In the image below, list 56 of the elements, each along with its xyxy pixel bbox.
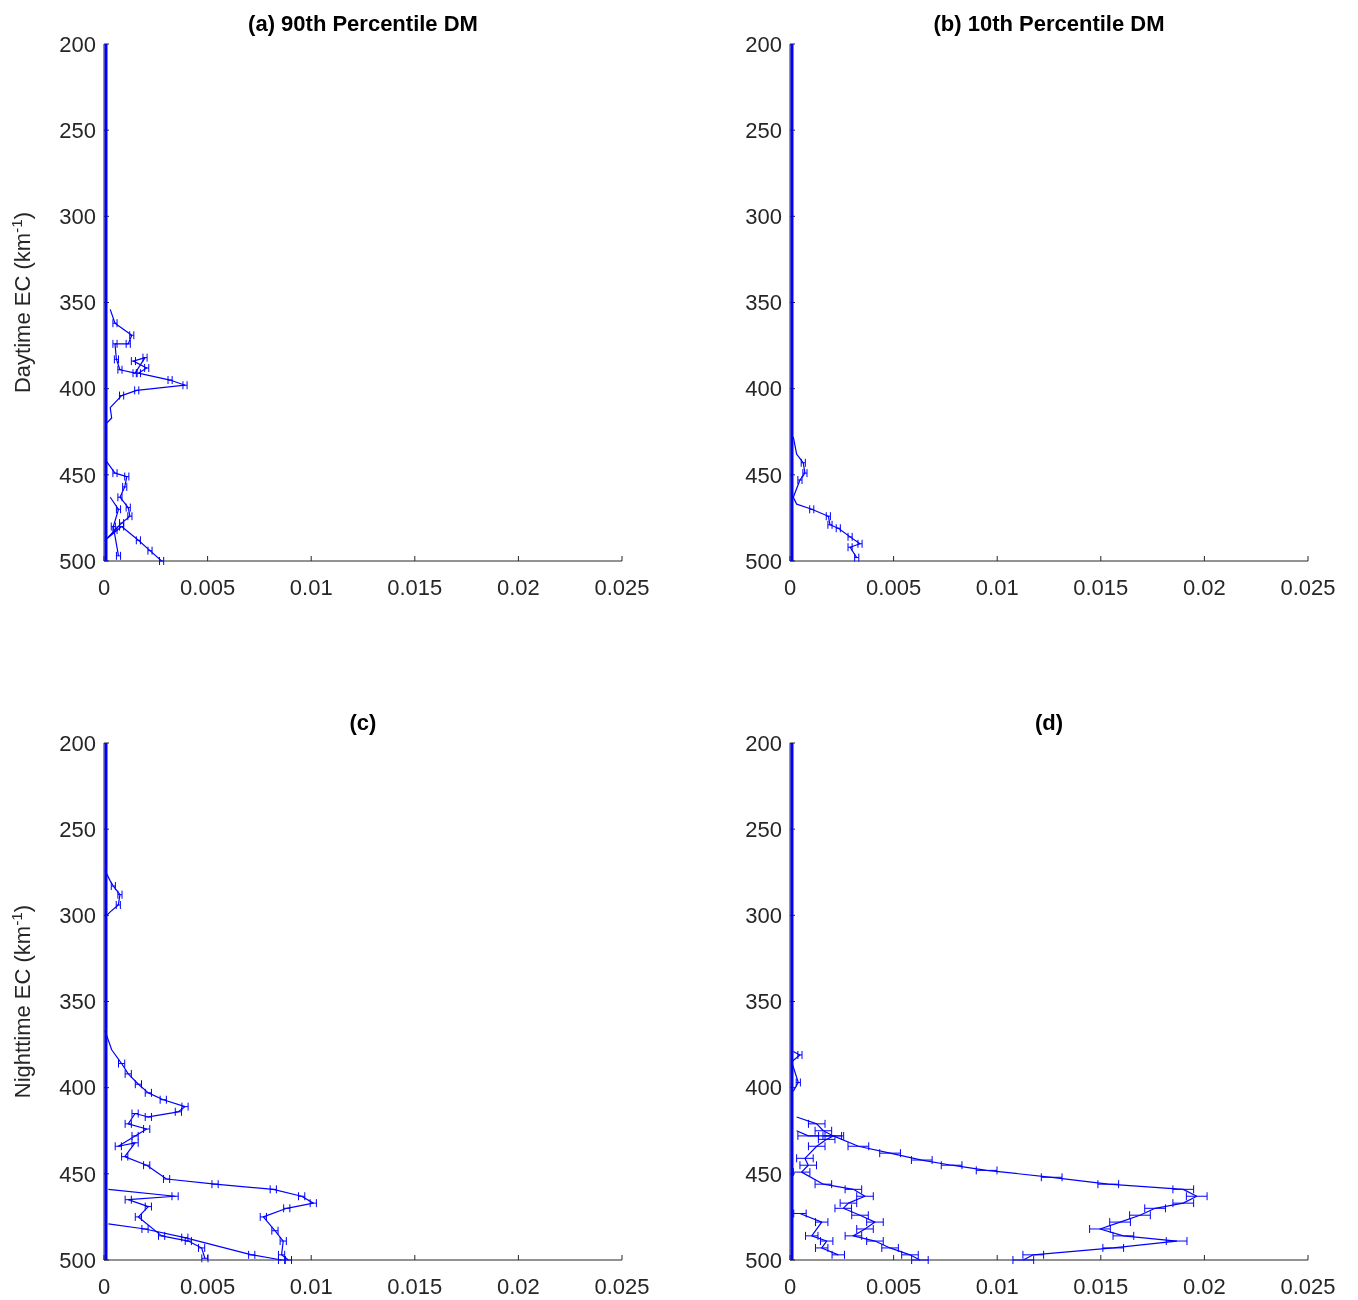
x-tick-label: 0 <box>783 575 797 600</box>
x-tick-label: 0.005 <box>180 1274 236 1299</box>
x-tick-label: 0.02 <box>1182 575 1226 600</box>
y-tick-label: 500 <box>745 548 782 574</box>
x-tick-label: 0.01 <box>289 575 333 600</box>
y-tick-label: 300 <box>745 204 782 230</box>
x-tick-label: 0.015 <box>1073 575 1129 600</box>
y-tick-label: 200 <box>745 31 782 57</box>
chart-title: (c) <box>349 710 377 735</box>
x-tick-label: 0.005 <box>866 575 922 600</box>
chart-title: (d) <box>1034 710 1064 735</box>
y-tick-label: 450 <box>745 462 782 488</box>
x-tick-label: 0.015 <box>387 575 443 600</box>
y-tick-label: 200 <box>59 730 96 756</box>
y-tick-label: 400 <box>745 376 782 402</box>
y-tick-label: 450 <box>59 1161 96 1187</box>
x-tick-label: 0 <box>783 1274 797 1299</box>
x-tick-label: 0.02 <box>1182 1274 1226 1299</box>
y-tick-label: 500 <box>745 1247 782 1273</box>
chart-title: (a) 90th Percentile DM <box>248 11 478 36</box>
x-tick-label: 0.005 <box>180 575 236 600</box>
x-tick-label: 0.025 <box>1280 1274 1336 1299</box>
y-tick-label: 350 <box>59 989 96 1015</box>
x-tick-label: 0.025 <box>594 575 650 600</box>
x-tick-label: 0.02 <box>496 1274 540 1299</box>
x-tick-label: 0.025 <box>594 1274 650 1299</box>
y-tick-label: 350 <box>745 290 782 316</box>
y-tick-label: 200 <box>59 31 96 57</box>
y-tick-label: 400 <box>59 376 96 402</box>
x-tick-label: 0 <box>97 575 111 600</box>
x-tick-label: 0.01 <box>975 575 1019 600</box>
y-tick-label: 350 <box>745 989 782 1015</box>
y-tick-label: 300 <box>59 903 96 929</box>
x-tick-label: 0 <box>97 1274 111 1299</box>
y-tick-label: 400 <box>59 1075 96 1101</box>
y-tick-label: 400 <box>745 1075 782 1101</box>
x-tick-label: 0.02 <box>496 575 540 600</box>
x-tick-label: 0.01 <box>289 1274 333 1299</box>
y-tick-label: 450 <box>745 1161 782 1187</box>
x-tick-label: 0.025 <box>1280 575 1336 600</box>
y-tick-label: 200 <box>745 730 782 756</box>
x-tick-label: 0.01 <box>975 1274 1019 1299</box>
y-tick-label: 250 <box>745 816 782 842</box>
y-tick-label: 250 <box>745 117 782 143</box>
x-tick-label: 0.015 <box>387 1274 443 1299</box>
chart-title: (b) 10th Percentile DM <box>933 11 1165 36</box>
y-tick-label: 500 <box>59 1247 96 1273</box>
y-tick-label: 450 <box>59 462 96 488</box>
y-tick-label: 300 <box>59 204 96 230</box>
x-tick-label: 0.005 <box>866 1274 922 1299</box>
x-tick-label: 0.015 <box>1073 1274 1129 1299</box>
y-tick-label: 350 <box>59 290 96 316</box>
y-tick-label: 250 <box>59 117 96 143</box>
y-tick-label: 500 <box>59 548 96 574</box>
y-tick-label: 300 <box>745 903 782 929</box>
y-tick-label: 250 <box>59 816 96 842</box>
